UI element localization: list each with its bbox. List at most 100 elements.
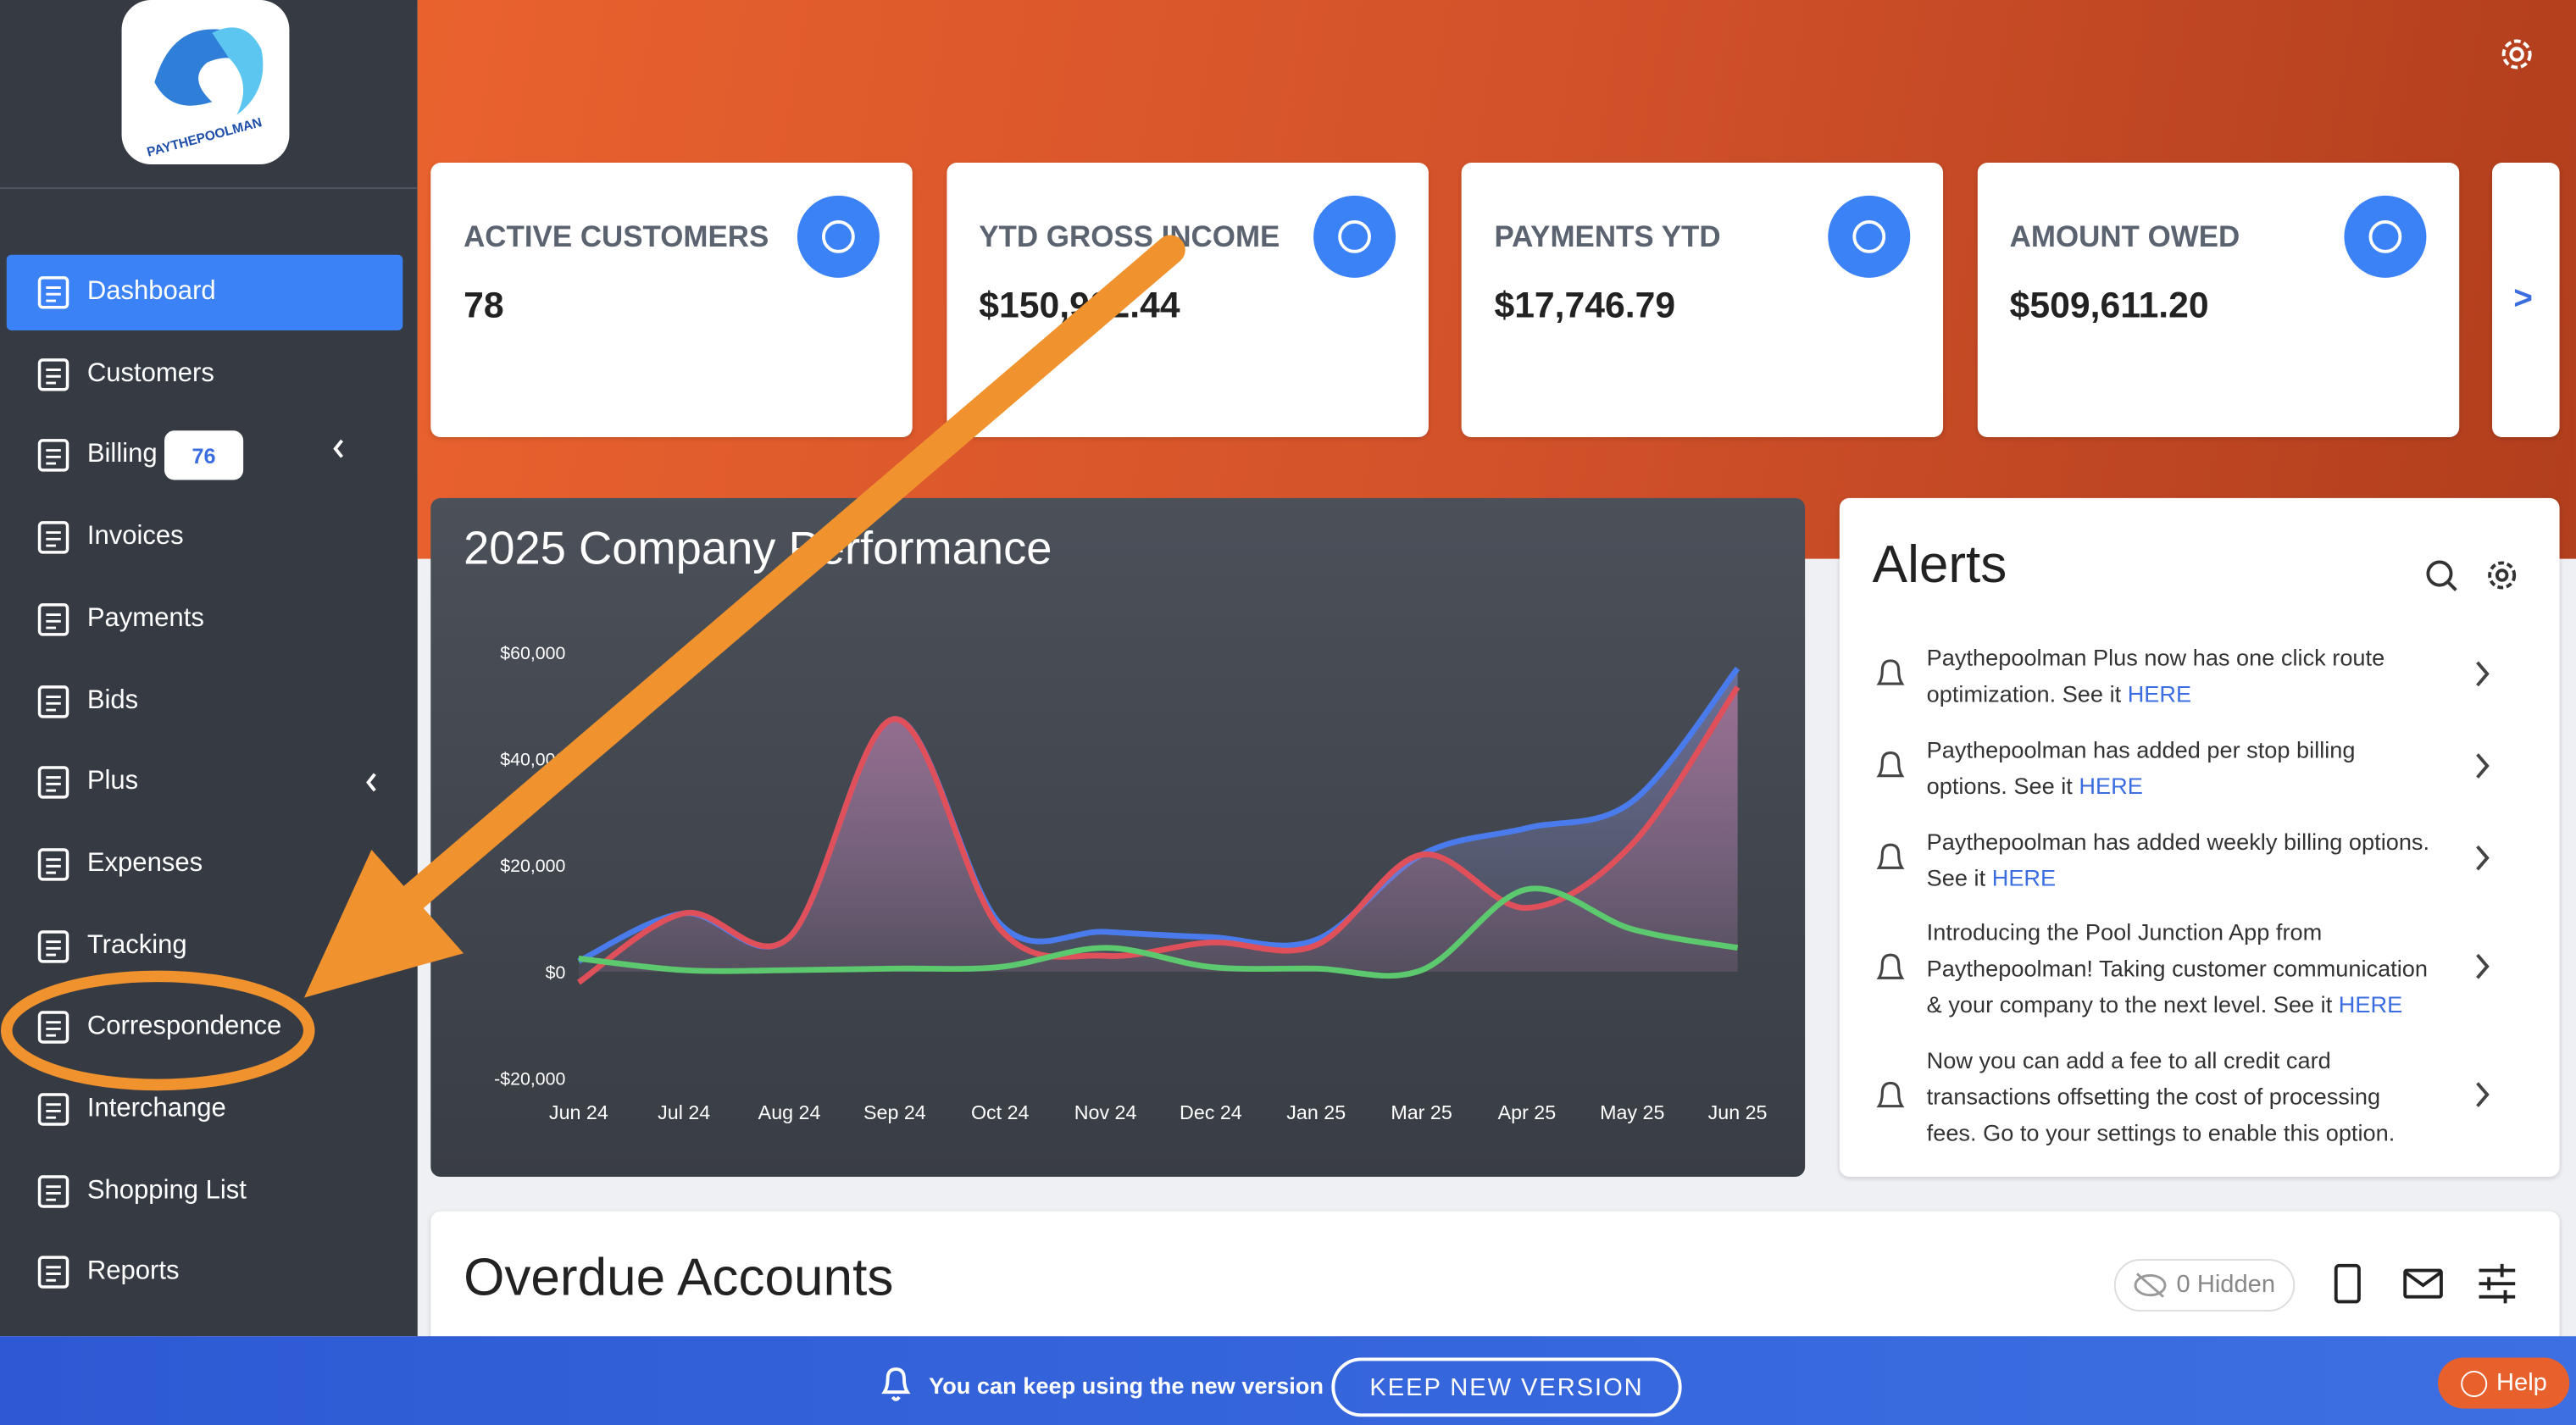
eye-off-icon <box>2134 1273 2167 1298</box>
y-tick-label: $40,000 <box>500 750 565 770</box>
alert-item[interactable]: Now you can add a fee to all credit card… <box>1840 1045 2560 1145</box>
help-icon <box>2460 1369 2487 1397</box>
alert-item[interactable]: Paythepoolman has added weekly billing o… <box>1840 827 2560 925</box>
alert-item[interactable]: Paythepoolman has added per stop billing… <box>1840 735 2560 833</box>
menu-item[interactable]: Interchange <box>7 1072 403 1147</box>
menu-label: Tracking <box>86 931 187 960</box>
menu-icon <box>37 848 69 881</box>
y-tick-label: $0 <box>546 962 566 983</box>
menu-item[interactable]: Billing 76 <box>7 419 403 494</box>
menu-item[interactable]: Plus <box>7 745 403 820</box>
alert-link[interactable]: HERE <box>2127 680 2192 707</box>
help-button[interactable]: Help <box>2438 1357 2570 1409</box>
series-line <box>578 885 1739 979</box>
y-tick-label: $20,000 <box>500 856 565 876</box>
icon-shape <box>37 1093 69 1126</box>
hidden-pill[interactable]: 0 Hidden <box>2113 1259 2296 1312</box>
alert-text: Paythepoolman has added weekly billing o… <box>1927 823 2436 895</box>
more-arrow: > <box>2513 280 2533 318</box>
x-tick-label: Nov 24 <box>1074 1101 1137 1123</box>
menu-item[interactable]: Invoices <box>7 500 403 575</box>
menu-icon <box>37 1011 69 1045</box>
alert-chevron <box>2476 753 2490 779</box>
menu-label: Interchange <box>86 1095 226 1123</box>
stat-card: ACTIVE CUSTOMERS 78 <box>430 163 913 438</box>
menu-item[interactable]: Shopping List <box>7 1153 403 1228</box>
icon-shape <box>37 848 69 881</box>
icon-shape <box>37 1256 69 1289</box>
icon-shape <box>46 940 61 956</box>
sidebar: PAYTHEPOOLMAN Dashboard Customers Billing 7… <box>0 0 418 1337</box>
menu-icon <box>37 521 69 554</box>
menu-item[interactable]: Payments <box>7 581 403 657</box>
alert-text: Introducing the Pool Junction App from P… <box>1927 914 2436 1023</box>
x-tick-label: May 25 <box>1600 1101 1664 1123</box>
stat-glyph <box>822 219 855 253</box>
alert-item[interactable]: Introducing the Pool Junction App from P… <box>1840 918 2560 1017</box>
keep-version-button[interactable]: KEEP NEW VERSION <box>1331 1357 1682 1417</box>
icon-shape <box>46 695 61 711</box>
menu-label: Customers <box>86 359 214 388</box>
alert-item[interactable]: Paythepoolman Plus now has one click rou… <box>1840 643 2560 741</box>
icon-shape <box>37 521 69 554</box>
x-tick-label: Dec 24 <box>1180 1101 1242 1123</box>
bell-shape <box>1876 843 1905 869</box>
series-line <box>576 685 1740 985</box>
alerts-title: Alerts <box>1872 534 2007 594</box>
alerts-tools[interactable] <box>2422 557 2537 597</box>
menu-icon <box>37 929 69 962</box>
menu-item[interactable]: Customers <box>7 336 403 412</box>
menu-item[interactable]: Correspondence <box>7 990 403 1065</box>
bell-shape <box>1876 659 1905 685</box>
menu-icon <box>37 1174 69 1208</box>
icon-shape <box>46 368 61 384</box>
alert-link[interactable]: HERE <box>2338 990 2403 1017</box>
menu-icon <box>37 358 69 391</box>
menu-label: Plus <box>86 768 139 796</box>
settings-icon[interactable] <box>2497 35 2537 75</box>
alert-link[interactable]: HERE <box>2079 772 2143 799</box>
icon-shape <box>46 613 61 629</box>
alert-text: Now you can add a fee to all credit card… <box>1927 1042 2436 1151</box>
menu-item[interactable]: Bids <box>7 663 403 739</box>
icon-shape <box>46 1021 61 1038</box>
menu-item[interactable]: Tracking <box>7 908 403 984</box>
help-label: Help <box>2496 1369 2547 1397</box>
menu-label: Billing <box>86 441 158 469</box>
menu-label: Expenses <box>86 849 203 878</box>
icon-shape <box>46 1267 61 1283</box>
more-card[interactable]: > <box>2492 163 2560 438</box>
chart-title: 2025 Company Performance <box>464 522 1052 574</box>
stat-value: $150,902.44 <box>979 284 1180 326</box>
overdue-tools[interactable] <box>2329 1262 2527 1308</box>
alert-bell <box>1876 659 1905 685</box>
alert-text: Paythepoolman Plus now has one click rou… <box>1927 640 2436 712</box>
collapse-chevron[interactable] <box>330 438 347 461</box>
menu-label: Shopping List <box>86 1176 247 1205</box>
alert-text: Paythepoolman has added per stop billing… <box>1927 731 2436 803</box>
glyph-shape <box>822 219 855 253</box>
x-tick-label: Apr 25 <box>1498 1101 1557 1123</box>
stat-icon <box>797 195 880 278</box>
icon-shape <box>46 1184 61 1201</box>
stat-glyph <box>2368 219 2401 253</box>
stat-value: $509,611.20 <box>2009 284 2209 326</box>
stat-card: PAYMENTS YTD $17,746.79 <box>1461 163 1944 438</box>
glyph-shape <box>2368 219 2401 253</box>
alert-message: Paythepoolman Plus now has one click rou… <box>1926 644 2385 707</box>
menu-label: Reports <box>86 1257 180 1286</box>
chevron-shape <box>2476 661 2490 687</box>
icon-shape <box>46 1103 61 1119</box>
x-tick-label: Mar 25 <box>1391 1101 1452 1123</box>
menu-item[interactable]: Reports <box>7 1235 403 1311</box>
stat-icon <box>1828 195 1911 278</box>
menu-item[interactable]: Expenses <box>7 827 403 902</box>
icon-shape <box>46 449 61 466</box>
collapse-chevron[interactable] <box>364 771 380 794</box>
alert-link[interactable]: HERE <box>1991 864 2057 891</box>
chevron-shape <box>366 773 376 792</box>
alert-bell <box>1876 843 1905 869</box>
menu-item[interactable]: Dashboard <box>6 254 403 330</box>
stat-glyph <box>1852 219 1886 253</box>
